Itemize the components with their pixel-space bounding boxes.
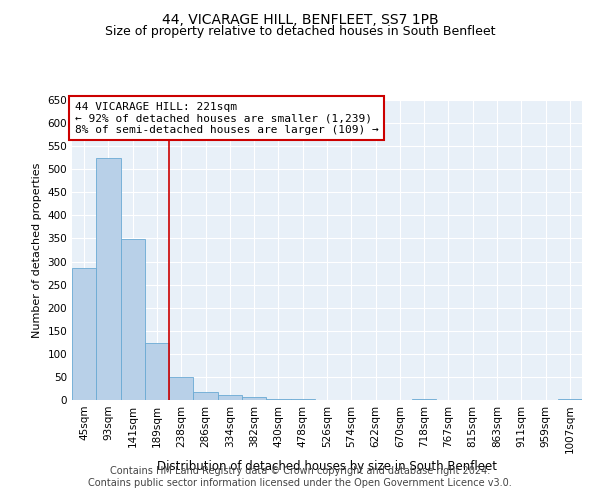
Text: 44 VICARAGE HILL: 221sqm
← 92% of detached houses are smaller (1,239)
8% of semi: 44 VICARAGE HILL: 221sqm ← 92% of detach… — [74, 102, 379, 134]
Bar — [218, 396, 242, 400]
Bar — [558, 399, 582, 400]
X-axis label: Distribution of detached houses by size in South Benfleet: Distribution of detached houses by size … — [157, 460, 497, 473]
Bar — [72, 268, 96, 400]
Bar — [169, 377, 193, 400]
Text: Contains HM Land Registry data © Crown copyright and database right 2024.
Contai: Contains HM Land Registry data © Crown c… — [88, 466, 512, 487]
Bar — [290, 399, 315, 400]
Bar — [193, 392, 218, 400]
Bar — [121, 240, 145, 400]
Bar — [412, 398, 436, 400]
Text: Size of property relative to detached houses in South Benfleet: Size of property relative to detached ho… — [105, 25, 495, 38]
Y-axis label: Number of detached properties: Number of detached properties — [32, 162, 42, 338]
Bar — [96, 158, 121, 400]
Text: 44, VICARAGE HILL, BENFLEET, SS7 1PB: 44, VICARAGE HILL, BENFLEET, SS7 1PB — [161, 12, 439, 26]
Bar — [266, 398, 290, 400]
Bar — [242, 397, 266, 400]
Bar — [145, 343, 169, 400]
